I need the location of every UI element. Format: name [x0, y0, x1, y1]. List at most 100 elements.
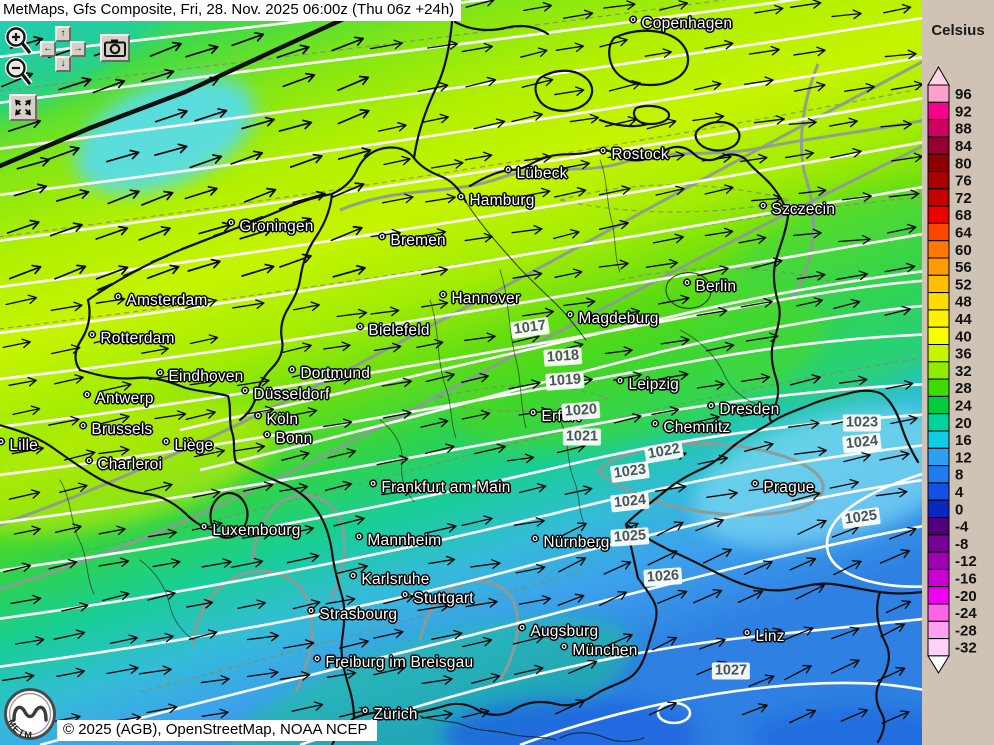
wind-arrow-icon [141, 68, 175, 83]
wind-arrow-icon [748, 674, 775, 687]
wind-arrow-icon [231, 32, 265, 47]
wind-arrow-icon [425, 193, 456, 204]
wind-arrow-icon [741, 703, 768, 716]
wind-arrow-icon [598, 219, 629, 230]
scale-tick-label: 92 [955, 103, 972, 120]
wind-arrow-icon [338, 638, 369, 649]
wind-arrow-icon [281, 450, 310, 461]
wind-arrow-icon [473, 443, 507, 455]
wind-arrow-icon [506, 453, 535, 464]
wind-arrow-icon [751, 193, 783, 204]
wind-arrow-icon [748, 483, 776, 494]
zoom-out-button[interactable] [4, 57, 34, 89]
fullscreen-button[interactable] [9, 94, 37, 121]
camera-icon [104, 39, 126, 57]
weather-map[interactable]: ° Copenhagen ° Rostock ° Lübeck ° Hamburg ° Szcze… [0, 0, 922, 745]
wind-arrow-icon [470, 559, 501, 569]
wind-arrow-icon [54, 374, 84, 385]
wind-arrow-icon [607, 633, 633, 646]
scale-tick-label: 32 [955, 363, 972, 380]
wind-arrow-icon [884, 49, 917, 60]
wind-arrow-icon [58, 77, 92, 91]
wind-arrow-icon [381, 486, 413, 497]
wind-arrow-icon [144, 481, 173, 493]
scale-tick-label: 0 [955, 501, 963, 518]
snapshot-button[interactable] [100, 34, 130, 62]
wind-arrow-icon [370, 228, 401, 239]
wind-arrow-icon [841, 192, 872, 202]
wind-arrow-icon [373, 628, 404, 639]
wind-arrow-icon [654, 482, 687, 493]
pan-down-button[interactable]: ↓ [55, 56, 71, 72]
wind-arrow-icon [833, 298, 861, 310]
scale-tick-label: 44 [955, 311, 972, 328]
wind-arrow-icon [563, 625, 590, 639]
wind-arrow-icon [337, 108, 370, 125]
wind-arrow-icon [511, 224, 543, 235]
wind-arrow-icon [829, 478, 859, 489]
wind-arrow-icon [743, 560, 773, 575]
wind-arrow-icon [511, 111, 543, 123]
wind-arrow-icon [241, 116, 275, 130]
wind-arrow-icon [383, 593, 415, 605]
wind-arrow-icon [138, 665, 172, 676]
wind-arrow-icon [98, 445, 130, 456]
wind-arrow-icon [706, 489, 738, 499]
scale-tick-label: 4 [955, 484, 964, 501]
wind-arrow-icon [740, 407, 771, 418]
scale-tick-label: -4 [955, 519, 969, 536]
wind-arrow-icon [3, 562, 32, 573]
wind-arrow-icon [647, 549, 678, 566]
wind-arrow-icon [598, 185, 631, 196]
wind-arrow-icon [793, 81, 826, 92]
wind-arrow-icon [230, 150, 264, 165]
wind-arrow-icon [146, 264, 180, 280]
wind-arrow-icon [474, 481, 505, 492]
wind-arrow-icon [12, 405, 41, 416]
zoom-in-button[interactable] [4, 26, 34, 58]
wind-arrow-icon [198, 221, 232, 235]
wind-arrow-icon [188, 629, 218, 640]
wind-arrow-icon [889, 526, 917, 540]
wind-arrow-icon [793, 228, 822, 239]
scale-tick-label: -8 [955, 536, 968, 553]
scale-color-cell [927, 326, 950, 346]
wind-arrow-icon [461, 707, 490, 719]
wind-arrow-icon [695, 518, 724, 532]
wind-arrow-icon [186, 598, 214, 609]
wind-arrow-icon [555, 42, 584, 53]
wind-arrow-icon [201, 708, 229, 719]
wind-arrow-icon [93, 333, 121, 344]
wind-arrow-icon [430, 159, 464, 169]
wind-arrow-icon [652, 151, 685, 161]
wind-arrow-icon [461, 372, 489, 383]
wind-arrow-icon [884, 262, 916, 273]
wind-arrow-icon [569, 113, 600, 124]
pan-right-button[interactable]: → [70, 41, 86, 57]
wind-arrow-icon [279, 671, 311, 681]
wind-arrow-icon [831, 9, 862, 20]
wind-arrow-icon [477, 294, 507, 305]
scale-color-cell [927, 153, 950, 172]
wind-arrow-icon [428, 555, 456, 566]
wind-arrow-icon [740, 297, 773, 308]
wind-arrow-icon [881, 710, 910, 724]
wind-arrow-icon [95, 265, 129, 280]
wind-arrow-icon [278, 119, 313, 132]
wind-arrow-icon [419, 228, 447, 238]
wind-arrow-icon [471, 673, 501, 684]
wind-arrow-icon [518, 595, 552, 605]
wind-arrow-icon [787, 419, 820, 430]
pan-up-button[interactable]: ↑ [55, 26, 71, 42]
wind-arrow-icon [373, 664, 406, 676]
wind-arrow-icon [843, 83, 875, 93]
wind-arrow-icon [652, 636, 678, 651]
wind-arrow-icon [464, 151, 493, 162]
scale-tick-label: 28 [955, 380, 972, 397]
wind-arrow-icon [421, 299, 449, 309]
scale-color-cell [927, 240, 950, 259]
wind-arrow-icon [323, 341, 351, 352]
wind-arrow-icon [697, 454, 729, 465]
wind-arrow-icon [246, 668, 279, 679]
pan-left-button[interactable]: ← [40, 41, 56, 57]
